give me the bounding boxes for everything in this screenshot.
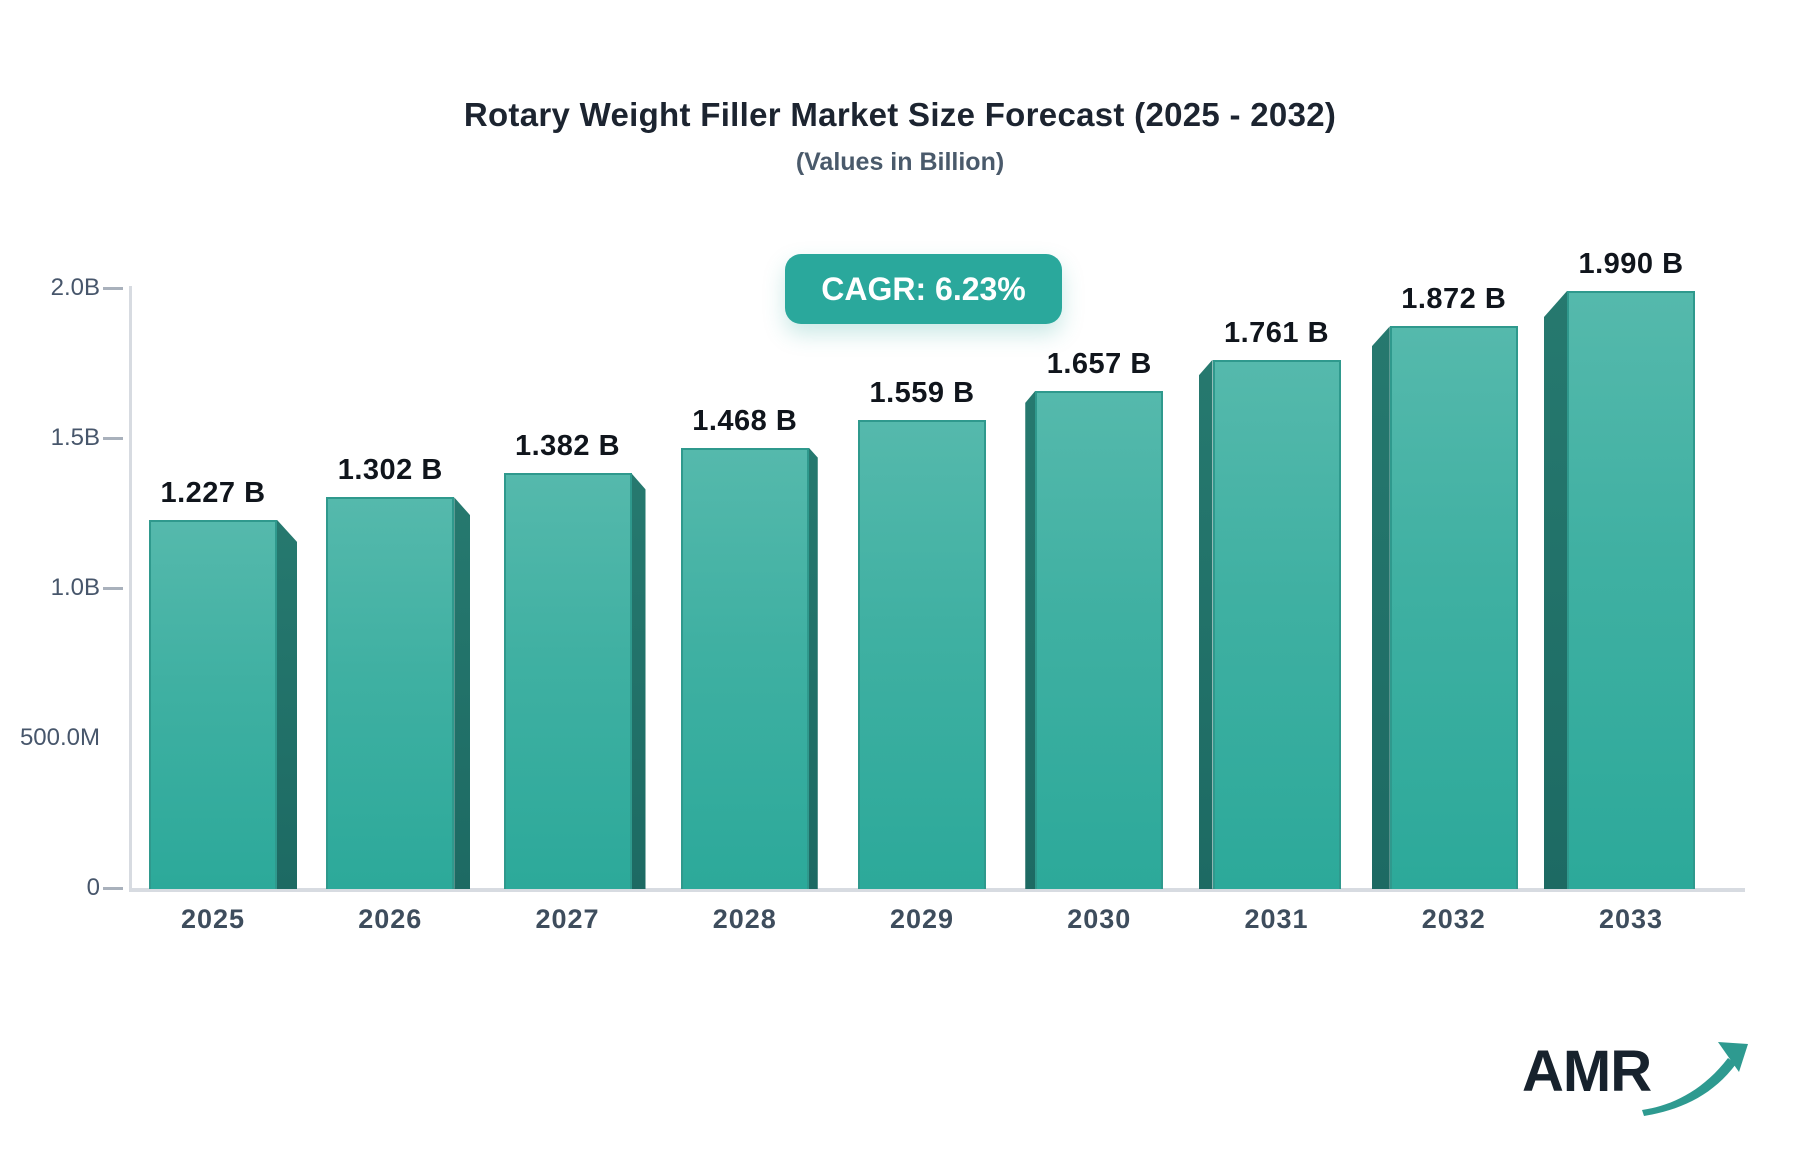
page-title: Rotary Weight Filler Market Size Forecas… xyxy=(463,96,1337,133)
x-axis-label: 2026 xyxy=(358,904,423,934)
bar-side-face xyxy=(454,497,471,889)
x-axis-label: 2030 xyxy=(1067,904,1132,934)
x-axis-label: 2025 xyxy=(180,904,246,934)
bar-side-face xyxy=(1371,326,1390,889)
x-axis-label: 2032 xyxy=(1421,904,1486,934)
page-subtitle: (Values in Billion) xyxy=(795,148,1005,176)
y-axis-label: 2.0B xyxy=(50,274,100,301)
bar-side-face xyxy=(277,519,297,889)
y-axis-line xyxy=(129,286,132,892)
x-axis-label: 2027 xyxy=(535,904,600,934)
y-axis-tick xyxy=(103,286,123,290)
bar-value-label: 1.657 B xyxy=(1046,347,1152,380)
x-axis-line xyxy=(129,888,1745,892)
bar xyxy=(326,497,455,889)
bar xyxy=(858,420,986,889)
y-axis-label: 1.0B xyxy=(50,574,100,601)
bar-side-face xyxy=(1198,359,1213,889)
y-axis-label: 0 xyxy=(86,874,100,901)
bar xyxy=(149,519,277,889)
bar xyxy=(1212,359,1341,889)
cagr-badge-label: CAGR: 6.23% xyxy=(821,270,1026,307)
bar-side-face xyxy=(808,447,818,889)
bar-side-face xyxy=(1544,291,1567,889)
bar-side-face xyxy=(631,473,646,889)
bar xyxy=(1567,291,1695,889)
bar xyxy=(1035,390,1164,889)
y-axis-label: 1.5B xyxy=(50,424,100,451)
x-axis-label: 2033 xyxy=(1598,904,1664,934)
bar xyxy=(1389,326,1518,889)
bar-value-label: 1.227 B xyxy=(160,476,266,509)
bar-value-label: 1.468 B xyxy=(692,404,798,437)
amr-logo-text: AMR xyxy=(1522,1039,1652,1104)
bar-value-label: 1.990 B xyxy=(1578,248,1684,280)
bar-side-face xyxy=(1025,390,1036,889)
y-axis-tick xyxy=(103,436,123,440)
y-axis-label: 500.0M xyxy=(19,724,100,751)
bar-value-label: 1.302 B xyxy=(337,454,443,487)
cagr-badge: CAGR: 6.23% xyxy=(785,254,1062,324)
bar-value-label: 1.382 B xyxy=(514,430,621,463)
bar-value-label: 1.559 B xyxy=(869,377,975,410)
x-axis-label: 2029 xyxy=(889,904,955,934)
y-axis-tick xyxy=(103,586,123,590)
bar xyxy=(680,447,809,889)
bar xyxy=(503,473,632,889)
growth-arrow-icon xyxy=(1642,1042,1748,1116)
x-axis-label: 2028 xyxy=(712,904,777,934)
y-axis-tick xyxy=(103,886,123,890)
bar-value-label: 1.761 B xyxy=(1223,316,1330,349)
amr-logo: AMR xyxy=(1522,1030,1748,1126)
x-axis-label: 2031 xyxy=(1244,904,1309,934)
bar-value-label: 1.872 B xyxy=(1401,283,1507,316)
